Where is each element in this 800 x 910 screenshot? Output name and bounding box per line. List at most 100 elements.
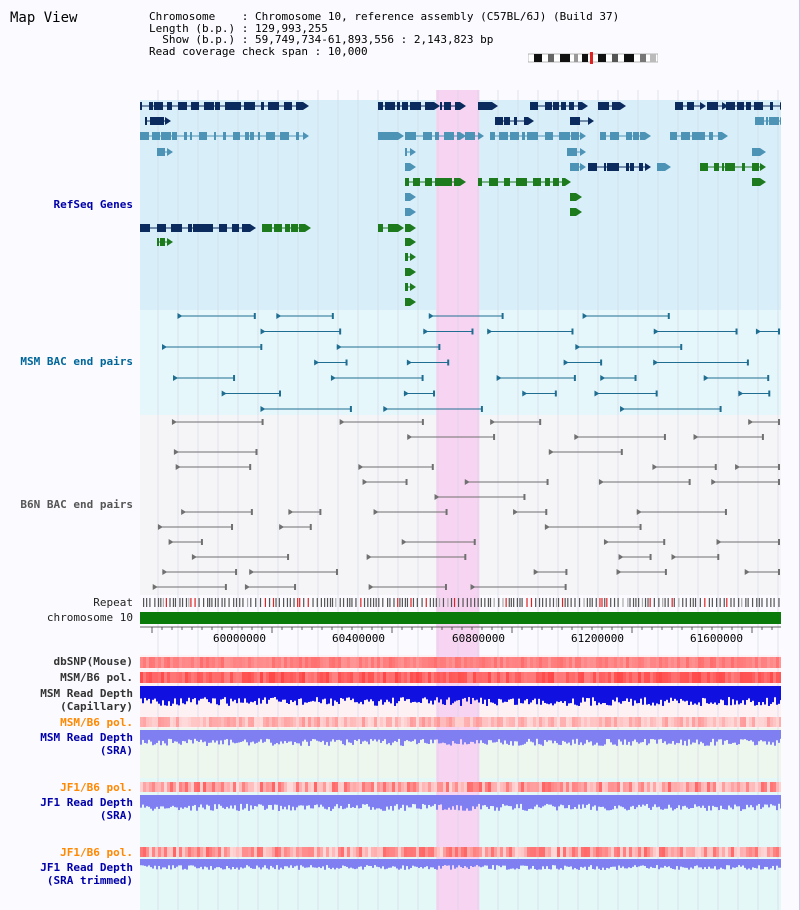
depth-bar-msm-sra xyxy=(734,730,736,743)
depth-bar-msm-sra xyxy=(680,730,682,740)
depth-bar-jf1-trimmed xyxy=(638,859,640,867)
gene-exon xyxy=(626,132,632,140)
msm-pol-cell xyxy=(299,672,302,683)
depth-bar-jf1-sra xyxy=(604,795,606,809)
depth-bar-capillary xyxy=(754,686,756,706)
depth-bar-capillary xyxy=(564,686,566,702)
msm-pol-cell xyxy=(497,717,500,727)
depth-bar-jf1-sra xyxy=(466,795,468,809)
msm-pol-cell xyxy=(275,672,278,683)
msm-pol-cell xyxy=(467,717,470,727)
depth-bar-jf1-trimmed xyxy=(604,859,606,870)
track-label-b6n-bac[interactable]: B6N BAC end pairs xyxy=(20,498,133,511)
depth-bar-msm-sra xyxy=(334,730,336,742)
depth-bar-jf1-sra xyxy=(718,795,720,811)
depth-bar-capillary xyxy=(752,686,754,701)
jf1-pol-cell xyxy=(224,847,227,857)
gene-strand-arrow xyxy=(410,224,416,232)
repeat-element xyxy=(278,598,280,607)
dbsnp-cell xyxy=(695,657,698,668)
depth-bar-jf1-sra xyxy=(490,795,492,806)
depth-bar-jf1-trimmed xyxy=(752,859,754,868)
jf1-pol-cell xyxy=(401,847,404,857)
track-label-msm-pol-2[interactable]: MSM/B6 pol. xyxy=(60,716,133,729)
dbsnp-cell xyxy=(293,657,296,668)
msm-pol-cell xyxy=(626,717,629,727)
track-label-jf1-pol-2[interactable]: JF1/B6 pol. xyxy=(60,846,133,859)
depth-bar-jf1-trimmed xyxy=(482,859,484,867)
depth-bar-capillary xyxy=(698,686,700,703)
depth-bar-msm-sra xyxy=(532,730,534,743)
msm-pol-cell xyxy=(734,717,737,727)
jf1-pol-cell xyxy=(764,847,767,857)
depth-bar-capillary xyxy=(358,686,360,704)
track-label-refseq[interactable]: RefSeq Genes xyxy=(53,198,133,211)
depth-bar-jf1-sra xyxy=(260,795,262,805)
gene-exon xyxy=(232,224,239,232)
msm-pol-cell xyxy=(164,672,167,683)
depth-bar-msm-sra xyxy=(450,730,452,746)
depth-bar-capillary xyxy=(148,686,150,699)
depth-bar-jf1-sra xyxy=(546,795,548,804)
bac-end-marker xyxy=(335,569,338,575)
depth-bar-capillary xyxy=(606,686,608,705)
depth-bar-capillary xyxy=(578,686,580,706)
depth-bar-jf1-sra xyxy=(574,795,576,808)
repeat-element xyxy=(387,598,389,607)
msm-pol-cell xyxy=(635,717,638,727)
track-label-msm-depth-cap[interactable]: MSM Read Depth xyxy=(40,687,133,700)
depth-bar-capillary xyxy=(304,686,306,703)
depth-bar-jf1-trimmed xyxy=(244,859,246,868)
gene-exon xyxy=(416,178,420,186)
depth-bar-jf1-trimmed xyxy=(402,859,404,866)
jf1-pol-cell xyxy=(764,782,767,792)
dbsnp-cell xyxy=(563,657,566,668)
jf1-pol-cell xyxy=(419,847,422,857)
dbsnp-cell xyxy=(710,657,713,668)
jf1-pol-cell xyxy=(665,782,668,792)
depth-bar-msm-sra xyxy=(412,730,414,742)
repeat-element xyxy=(610,598,612,607)
msm-pol-cell xyxy=(530,672,533,683)
depth-bar-jf1-sra xyxy=(716,795,718,808)
track-label-msm-depth-sra[interactable]: MSM Read Depth xyxy=(40,731,133,744)
track-label-msm-pol-1[interactable]: MSM/B6 pol. xyxy=(60,671,133,684)
dbsnp-cell xyxy=(191,657,194,668)
depth-bar-capillary xyxy=(710,686,712,703)
depth-bar-capillary xyxy=(456,686,458,701)
dbsnp-cell xyxy=(356,657,359,668)
jf1-pol-cell xyxy=(767,847,770,857)
dbsnp-cell xyxy=(425,657,428,668)
bac-end-marker xyxy=(744,569,750,575)
depth-bar-capillary xyxy=(356,686,358,703)
dbsnp-cell xyxy=(158,657,161,668)
track-label-msm-bac[interactable]: MSM BAC end pairs xyxy=(20,355,133,368)
track-label-jf1-depth[interactable]: JF1 Read Depth xyxy=(40,796,133,809)
msm-pol-cell xyxy=(575,717,578,727)
depth-bar-jf1-trimmed xyxy=(714,859,716,867)
jf1-pol-cell xyxy=(233,782,236,792)
jf1-pol-cell xyxy=(530,782,533,792)
depth-bar-capillary xyxy=(736,686,738,701)
depth-bar-msm-sra xyxy=(570,730,572,746)
gene-exon xyxy=(752,163,759,171)
gene-exon xyxy=(610,132,619,140)
dbsnp-cell xyxy=(581,657,584,668)
depth-bar-jf1-sra xyxy=(700,795,702,808)
jf1-pol-cell xyxy=(560,847,563,857)
depth-bar-msm-sra xyxy=(506,730,508,744)
track-label-dbsnp[interactable]: dbSNP(Mouse) xyxy=(53,655,133,668)
track-label-jf1-pol-1[interactable]: JF1/B6 pol. xyxy=(60,781,133,794)
depth-bar-jf1-sra xyxy=(566,795,568,809)
depth-bar-jf1-sra xyxy=(258,795,260,805)
depth-bar-msm-sra xyxy=(684,730,686,741)
chromosome-ideogram[interactable] xyxy=(528,52,658,64)
dbsnp-cell xyxy=(752,657,755,668)
track-label-jf1-depth-trim[interactable]: JF1 Read Depth xyxy=(40,861,133,874)
track-area[interactable] xyxy=(140,90,781,910)
msm-pol-cell xyxy=(683,672,686,683)
repeat-element xyxy=(329,598,332,607)
depth-bar-jf1-trimmed xyxy=(564,859,566,866)
repeat-element xyxy=(704,598,706,607)
jf1-pol-cell xyxy=(317,782,320,792)
